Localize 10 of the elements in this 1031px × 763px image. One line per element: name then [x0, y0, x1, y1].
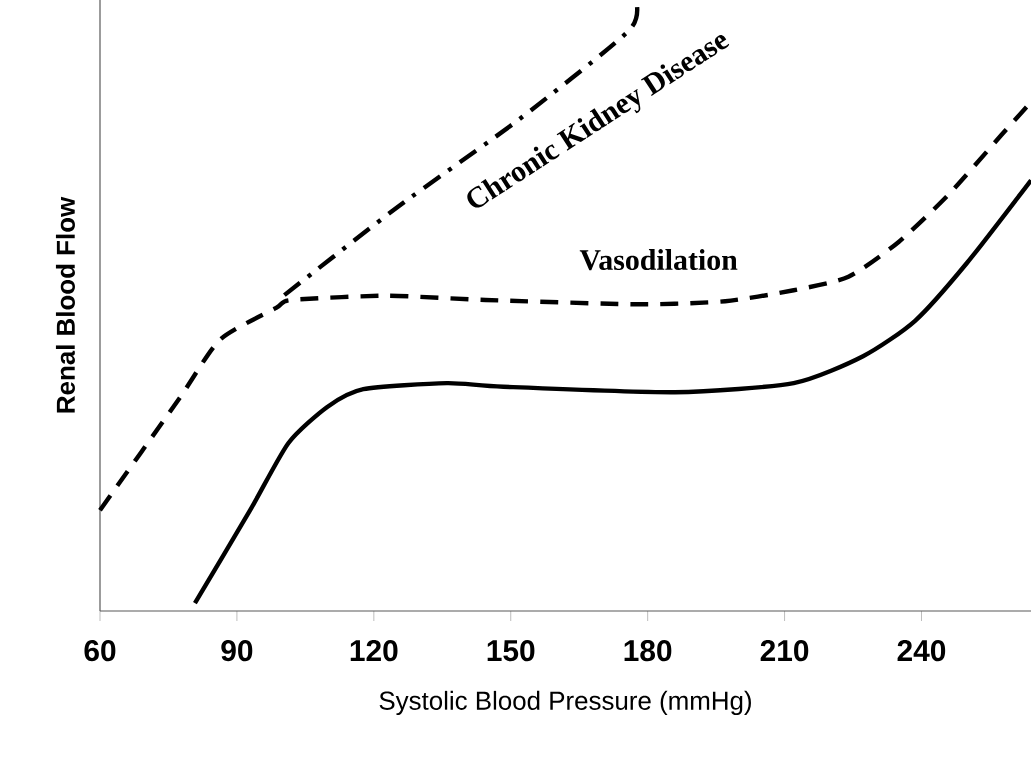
x-tick-label: 90: [221, 640, 253, 662]
x-tick-label: 240: [897, 640, 946, 662]
x-tick-label: 60: [84, 640, 116, 662]
x-tick-label: 210: [760, 640, 809, 662]
x-tick-label: 120: [350, 640, 398, 662]
x-tick-label: 180: [624, 640, 672, 662]
x-tick-label: 150: [487, 640, 535, 662]
series-label: Vasodilation: [579, 249, 738, 271]
x-axis-title: Systolic Blood Pressure (mmHg): [379, 690, 751, 716]
y-axis-title: Renal Blood Flow: [55, 196, 75, 413]
